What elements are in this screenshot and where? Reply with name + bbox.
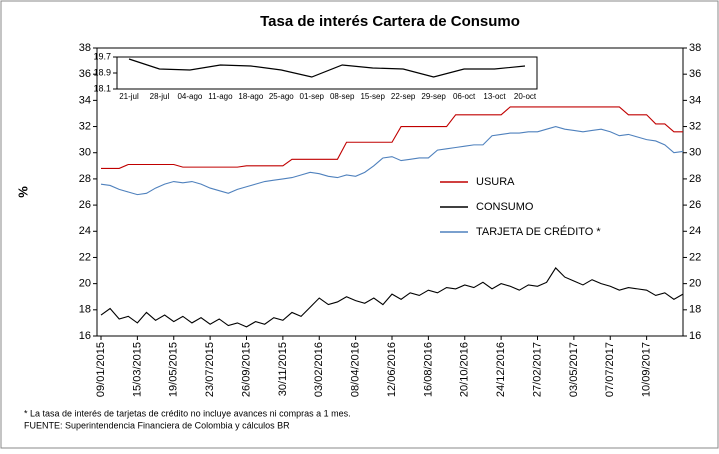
x-tick-label: 12/06/2016 (386, 342, 398, 397)
y-tick-label: 18.9 (93, 67, 111, 77)
y2-tick-label: 30 (689, 147, 701, 159)
x-tick-label: 23/07/2015 (204, 342, 216, 397)
x-tick-label: 08/04/2016 (350, 342, 362, 397)
x-tick-label: 10/09/2017 (641, 342, 653, 397)
x-tick-label: 03/02/2016 (313, 342, 325, 397)
x-tick-label: 22-sep (391, 92, 416, 101)
y2-tick-label: 24 (689, 225, 701, 237)
x-tick-label: 15-sep (360, 92, 385, 101)
x-tick-label: 09/01/2015 (95, 342, 107, 397)
y-tick-label: 28 (79, 173, 91, 185)
y-axis-label: % (15, 186, 30, 198)
x-tick-label: 06-oct (453, 92, 476, 101)
x-tick-label: 16/08/2016 (422, 342, 434, 397)
x-tick-label: 26/09/2015 (240, 342, 252, 397)
y-tick-label: 20 (79, 278, 91, 290)
y2-tick-label: 22 (689, 251, 701, 263)
y-tick-label: 24 (79, 225, 91, 237)
y2-tick-label: 34 (689, 94, 701, 106)
y2-tick-label: 38 (689, 42, 701, 54)
legend-label: TARJETA DE CRÉDITO * (476, 225, 601, 238)
y2-tick-label: 32 (689, 120, 701, 132)
series-line (101, 106, 683, 169)
x-tick-label: 28-jul (150, 92, 170, 101)
legend-label: USURA (476, 176, 515, 188)
y-tick-label: 32 (79, 120, 91, 132)
x-tick-label: 24/12/2016 (495, 342, 507, 397)
y-tick-label: 30 (79, 147, 91, 159)
y2-tick-label: 18 (689, 304, 701, 316)
x-tick-label: 15/03/2015 (131, 342, 143, 397)
series-line (128, 58, 526, 78)
x-tick-label: 20/10/2016 (459, 342, 471, 397)
legend-label: CONSUMO (476, 201, 534, 213)
x-tick-label: 30/11/2015 (277, 342, 289, 396)
series-line (100, 267, 684, 328)
x-tick-label: 03/05/2017 (568, 342, 580, 397)
y-tick-label: 38 (79, 42, 91, 54)
x-tick-label: 01-sep (300, 92, 325, 101)
y2-tick-label: 26 (689, 199, 701, 211)
y-tick-label: 19.7 (93, 51, 111, 61)
x-tick-label: 19/05/2015 (168, 342, 180, 397)
y-tick-label: 26 (79, 199, 91, 211)
y-tick-label: 34 (79, 94, 91, 106)
x-tick-label: 13-oct (483, 92, 506, 101)
x-tick-label: 25-ago (269, 92, 294, 101)
chart-title: Tasa de interés Cartera de Consumo (260, 13, 520, 30)
source: FUENTE: Superintendencia Financiera de C… (24, 420, 290, 430)
y-tick-label: 36 (79, 68, 91, 80)
x-tick-label: 08-sep (330, 92, 355, 101)
x-tick-label: 07/07/2017 (604, 342, 616, 397)
footnote: * La tasa de interés de tarjetas de créd… (24, 408, 351, 418)
y2-tick-label: 36 (689, 68, 701, 80)
y-tick-label: 16 (79, 330, 91, 342)
x-tick-label: 18-ago (238, 92, 263, 101)
x-tick-label: 27/02/2017 (531, 342, 543, 397)
x-tick-label: 04-ago (177, 92, 202, 101)
series-line (100, 125, 684, 196)
x-tick-label: 21-jul (119, 92, 139, 101)
y-tick-label: 18.1 (93, 83, 111, 93)
x-tick-label: 29-sep (421, 92, 446, 101)
x-tick-label: 20-oct (514, 92, 537, 101)
y-tick-label: 18 (79, 304, 91, 316)
y2-tick-label: 28 (689, 173, 701, 185)
y-tick-label: 22 (79, 251, 91, 263)
plot-area (96, 47, 684, 337)
y2-tick-label: 20 (689, 278, 701, 290)
x-tick-label: 11-ago (208, 92, 233, 101)
y2-tick-label: 16 (689, 330, 701, 342)
